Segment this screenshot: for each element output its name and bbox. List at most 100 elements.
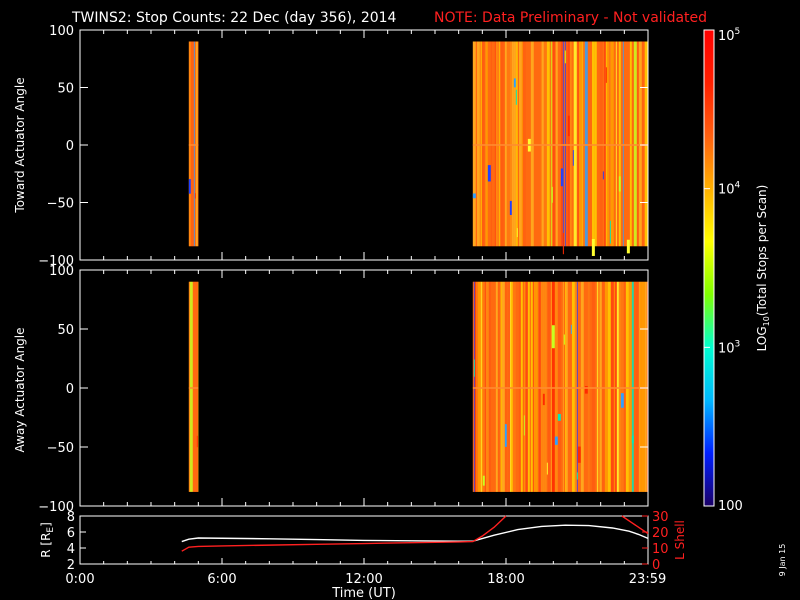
heatmap-column [495, 41, 498, 247]
heatmap-cell [567, 115, 570, 137]
heatmap-column [546, 41, 550, 247]
heatmap-column [615, 41, 617, 247]
orbit-left-tick-label: 6 [67, 526, 75, 541]
heatmap-column [565, 41, 568, 247]
heatmap-cell [576, 472, 578, 480]
heatmap-column [613, 281, 615, 492]
heatmap-column [510, 281, 513, 492]
heatmap-column [521, 41, 523, 247]
heatmap-column [580, 281, 584, 492]
heatmap-column [497, 281, 500, 492]
heatmap-column [515, 281, 517, 492]
heatmap-column [639, 281, 642, 492]
heatmap-column [554, 281, 558, 492]
heatmap-column [480, 41, 482, 247]
heatmap-column [481, 281, 483, 492]
heatmap-column [499, 41, 501, 247]
heatmap-column [537, 41, 541, 247]
heatmap-column [534, 41, 538, 247]
heatmap-column [194, 41, 196, 247]
heatmap-column [476, 41, 480, 247]
orbit-right-tick-label: 10 [652, 542, 669, 557]
heatmap-column [516, 41, 518, 247]
heatmap-column [613, 41, 616, 247]
heatmap-column [502, 41, 505, 247]
heatmap-column [525, 281, 528, 492]
heatmap-column [618, 41, 621, 247]
colorbar-tick-base: 10 [718, 183, 735, 198]
heatmap-column [587, 281, 590, 492]
heatmap-column [535, 281, 538, 492]
heatmap-zero-band [472, 387, 648, 389]
heatmap-column [564, 41, 566, 247]
x-axis-label: Time (UT) [331, 586, 396, 600]
heatmap-column [573, 41, 577, 247]
heatmap-column [195, 41, 198, 247]
heatmap-column [530, 41, 534, 247]
heatmap-column [596, 41, 600, 247]
heatmap-column [553, 41, 555, 247]
x-tick-label: 18:00 [487, 572, 524, 587]
heatmap-column [537, 281, 539, 492]
heatmap-column [484, 281, 486, 492]
heatmap-cell [564, 50, 566, 64]
y-tick-label: 0 [66, 139, 74, 154]
heatmap-column [506, 41, 510, 247]
preliminary-note: NOTE: Data Preliminary - Not validated [434, 10, 707, 26]
heatmap-column [576, 281, 578, 492]
orbit-right-tick-label: 30 [652, 510, 669, 525]
colorbar-label-sub: 10 [762, 316, 771, 326]
heatmap-column [629, 41, 632, 247]
heatmap-cell [472, 193, 476, 199]
heatmap-column [557, 41, 561, 247]
heatmap-column [616, 41, 619, 247]
heatmap-column [646, 281, 648, 492]
panel-toward-yticks: 100 50 0 −50 −100 [38, 24, 648, 269]
panel-orbit-lines [181, 515, 649, 552]
heatmap-column [495, 281, 498, 492]
heatmap-column [607, 281, 611, 492]
heatmap-column [562, 281, 564, 492]
heatmap-column [577, 41, 579, 247]
heatmap-column [540, 281, 543, 492]
heatmap-column [560, 41, 563, 247]
heatmap-cell [620, 393, 624, 408]
heatmap-zero-band [188, 144, 199, 146]
heatmap-column [533, 41, 535, 247]
colorbar-tick-base: 10 [718, 29, 735, 44]
heatmap-column [570, 281, 572, 492]
panel-orbit-xticks: 0:00 6:00 12:00 18:00 23:59 [65, 558, 666, 587]
heatmap-column [497, 41, 499, 247]
heatmap-column [504, 281, 507, 492]
heatmap-column [644, 281, 647, 492]
heatmap-column [572, 41, 574, 247]
heatmap-column [606, 41, 609, 247]
heatmap-column [644, 41, 648, 247]
heatmap-column [604, 281, 608, 492]
colorbar-tick-label: 105 [718, 27, 740, 44]
heatmap-cell [482, 475, 485, 486]
heatmap-column [518, 281, 521, 492]
heatmap-column [479, 41, 481, 247]
heatmap-column [614, 281, 617, 492]
heatmap-column [643, 41, 645, 247]
heatmap-column [626, 41, 630, 247]
heatmap-column [567, 41, 570, 247]
heatmap-column [500, 281, 502, 492]
heatmap-column [520, 281, 523, 492]
heatmap-column [533, 281, 536, 492]
heatmap-column [603, 41, 606, 247]
heatmap-column [578, 41, 582, 247]
heatmap-column [491, 41, 495, 247]
heatmap-column [599, 41, 603, 247]
heatmap-column [485, 281, 489, 492]
colorbar-tick-label: 100 [718, 499, 743, 514]
heatmap-column [563, 281, 565, 492]
heatmap-column [192, 281, 194, 492]
orbit-right-tick-label: 20 [652, 526, 669, 541]
heatmap-column [576, 41, 578, 247]
heatmap-column [638, 281, 640, 492]
heatmap-column [188, 41, 191, 247]
heatmap-column [546, 281, 548, 492]
